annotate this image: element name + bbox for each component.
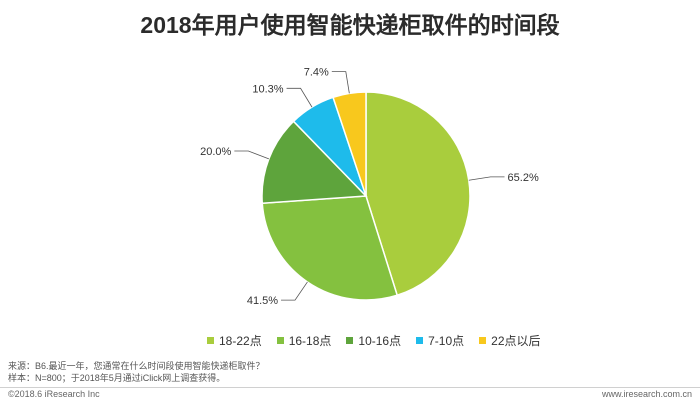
data-labels: 65.2% 41.5% 20.0% 10.3% 7.4% — [200, 67, 539, 307]
legend-swatch — [276, 337, 284, 344]
legend-swatch — [207, 337, 214, 344]
data-label-after-22: 7.4% — [304, 67, 329, 79]
leader-line-7-10 — [286, 87, 313, 108]
pie-slice-10-16 — [261, 120, 368, 205]
legend-label: 16-18点 — [288, 334, 332, 348]
data-label-16-18: 41.5% — [247, 295, 278, 307]
leader-line-16-18 — [281, 281, 308, 301]
legend-swatch — [479, 337, 487, 344]
legend-label: 7-10点 — [428, 334, 465, 348]
legend: 18-22点 16-18点 10-16点 7-10点 22点以后 — [207, 332, 556, 349]
legend-item-7-10: 7-10点 — [416, 332, 464, 349]
leader-line-10-16 — [234, 150, 270, 160]
sample-line: 样本：N=800；于2018年5月通过iClick网上调查获得。 — [8, 373, 226, 383]
data-label-10-16: 20.0% — [200, 146, 231, 158]
pie-slice-after-22 — [332, 91, 367, 197]
pie-slice-18-22 — [365, 91, 471, 297]
pie-slice-16-18 — [261, 195, 399, 301]
legend-swatch — [346, 337, 354, 344]
copyright: ©2018.6 iResearch Inc — [8, 389, 100, 399]
source-line: 来源：B6.最近一年，您通常在什么时间段使用智能快递柜取件？ — [8, 361, 265, 371]
source-note: 来源：B6.最近一年，您通常在什么时间段使用智能快递柜取件？ 样本：N=800；… — [8, 360, 265, 384]
footer-divider — [0, 387, 700, 388]
chart-title: 2018年用户使用智能快递柜取件的时间段 — [140, 12, 560, 38]
legend-swatch — [416, 337, 424, 344]
legend-item-18-22: 18-22点 — [207, 332, 262, 349]
leader-lines — [234, 71, 505, 301]
data-label-7-10: 10.3% — [252, 83, 283, 95]
legend-label: 18-22点 — [219, 334, 262, 348]
legend-item-after-22: 22点以后 — [479, 332, 541, 349]
pie-slices — [261, 91, 471, 301]
website-link[interactable]: www.iresearch.com.cn — [601, 389, 692, 399]
leader-line-after-22 — [331, 71, 350, 94]
legend-label: 22点以后 — [491, 334, 541, 348]
legend-item-16-18: 16-18点 — [276, 332, 332, 349]
legend-item-10-16: 10-16点 — [346, 332, 401, 349]
legend-label: 10-16点 — [358, 334, 402, 348]
leader-line-18-22 — [468, 176, 505, 181]
data-label-18-22: 65.2% — [508, 172, 539, 184]
